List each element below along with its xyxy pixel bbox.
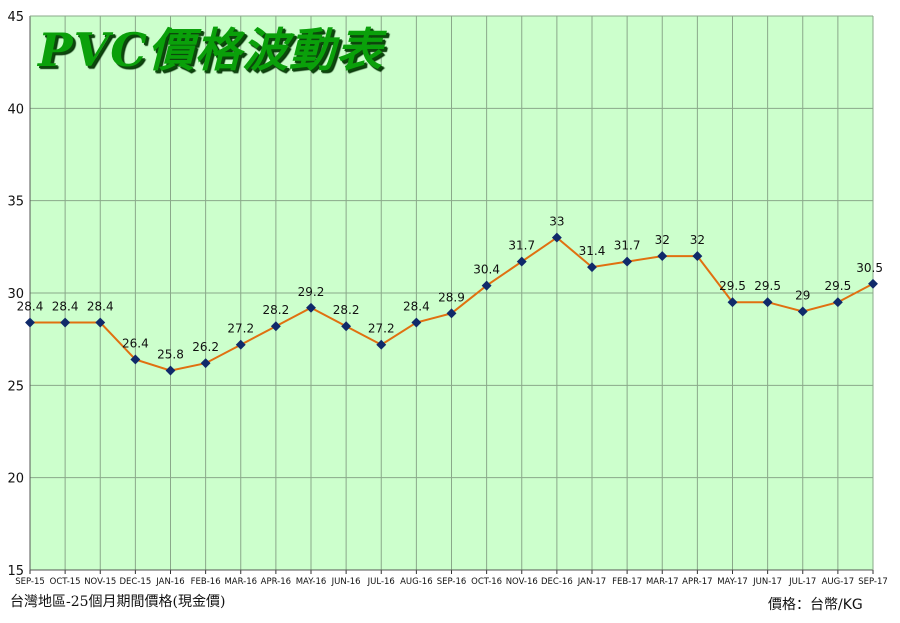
data-label: 26.2 bbox=[192, 340, 219, 354]
data-label: 30.5 bbox=[856, 261, 883, 275]
x-tick-label: JAN-17 bbox=[577, 577, 606, 587]
x-tick-label: DEC-16 bbox=[541, 577, 573, 587]
data-point-marker bbox=[200, 358, 211, 369]
data-label: 25.8 bbox=[157, 348, 184, 362]
data-point-marker bbox=[622, 256, 633, 267]
y-tick-label: 30 bbox=[7, 287, 24, 302]
data-label: 27.2 bbox=[368, 322, 395, 336]
data-point-marker bbox=[727, 297, 738, 308]
x-tick-label: JUN-16 bbox=[331, 577, 361, 587]
data-label: 28.4 bbox=[87, 300, 114, 314]
data-labels: 28.4 28.4 28.4 26.4 25.8 26.2 27.2 28.2 29.2 28.2… bbox=[17, 215, 883, 362]
data-point-marker bbox=[797, 306, 808, 317]
data-label: 28.2 bbox=[333, 303, 360, 317]
x-tick-label: NOV-16 bbox=[506, 577, 538, 587]
data-point-marker bbox=[376, 339, 387, 350]
x-tick-label: FEB-17 bbox=[612, 577, 642, 587]
data-label: 28.2 bbox=[263, 303, 290, 317]
axes bbox=[29, 15, 874, 574]
x-tick-label: AUG-16 bbox=[400, 577, 433, 587]
y-tick-labels: 15 20 25 30 35 40 45 bbox=[7, 10, 24, 579]
data-label: 29 bbox=[795, 288, 810, 302]
data-point-marker bbox=[481, 280, 492, 291]
y-tick-label: 15 bbox=[7, 564, 24, 579]
gridlines bbox=[29, 15, 874, 571]
x-tick-label: APR-16 bbox=[261, 577, 291, 587]
data-point-marker bbox=[762, 297, 773, 308]
x-tick-label: NOV-15 bbox=[84, 577, 116, 587]
data-label: 28.9 bbox=[438, 290, 465, 304]
y-tick-label: 35 bbox=[7, 195, 24, 210]
y-tick-label: 45 bbox=[7, 10, 24, 25]
data-point-marker bbox=[832, 297, 843, 308]
x-tick-label: DEC-15 bbox=[120, 577, 152, 587]
data-label: 32 bbox=[655, 233, 670, 247]
footnote-unit: 價格：台幣/KG bbox=[768, 597, 863, 613]
x-tick-label: SEP-15 bbox=[15, 577, 45, 587]
x-tick-label: MAR-17 bbox=[646, 577, 679, 587]
footnote-region: 台灣地區-25個月期間價格(現金價) bbox=[10, 594, 226, 610]
x-tick-label: APR-17 bbox=[682, 577, 712, 587]
data-label: 29.5 bbox=[719, 279, 746, 293]
x-tick-label: JUL-16 bbox=[367, 577, 395, 587]
x-tick-labels: SEP-15 OCT-15 NOV-15 DEC-15 JAN-16 FEB-16 MAR-… bbox=[15, 577, 888, 587]
data-point-marker bbox=[868, 278, 878, 289]
x-tick-label: OCT-16 bbox=[471, 577, 502, 587]
data-label: 29.2 bbox=[298, 285, 325, 299]
x-tick-label: JUL-17 bbox=[788, 577, 816, 587]
x-tick-label: AUG-17 bbox=[822, 577, 855, 587]
data-label: 31.7 bbox=[508, 239, 535, 253]
x-tick-label: SEP-16 bbox=[437, 577, 467, 587]
data-point-marker bbox=[516, 256, 527, 267]
data-label: 29.5 bbox=[754, 279, 781, 293]
x-tick-label: MAY-16 bbox=[296, 577, 327, 587]
data-label: 29.5 bbox=[825, 279, 852, 293]
data-label: 31.7 bbox=[614, 239, 641, 253]
data-label: 28.4 bbox=[17, 300, 44, 314]
data-point-marker bbox=[165, 365, 176, 376]
data-point-marker bbox=[587, 262, 597, 273]
data-label: 31.4 bbox=[579, 244, 606, 258]
x-tick-label: MAY-17 bbox=[717, 577, 748, 587]
data-point-marker bbox=[411, 317, 422, 328]
data-point-marker bbox=[341, 321, 352, 332]
data-label: 27.2 bbox=[227, 322, 254, 336]
data-point-marker bbox=[235, 339, 246, 350]
x-tick-label: OCT-15 bbox=[50, 577, 81, 587]
data-point-marker bbox=[551, 232, 562, 243]
x-tick-label: SEP-17 bbox=[858, 577, 888, 587]
y-tick-label: 40 bbox=[7, 102, 24, 117]
x-tick-label: MAR-16 bbox=[224, 577, 257, 587]
data-label: 32 bbox=[690, 233, 705, 247]
data-markers bbox=[25, 232, 878, 376]
data-label: 30.4 bbox=[473, 263, 500, 277]
chart-title: PVC價格波動表 bbox=[38, 23, 383, 77]
x-tick-label: FEB-16 bbox=[191, 577, 221, 587]
x-tick-label: JUN-17 bbox=[752, 577, 782, 587]
data-label: 28.4 bbox=[52, 300, 79, 314]
data-point-marker bbox=[446, 308, 457, 319]
data-label: 26.4 bbox=[122, 336, 149, 350]
data-label: 28.4 bbox=[403, 300, 430, 314]
data-label: 33 bbox=[549, 215, 564, 229]
y-tick-label: 25 bbox=[7, 379, 24, 394]
data-point-marker bbox=[130, 354, 141, 365]
y-tick-label: 20 bbox=[7, 472, 24, 487]
data-point-marker bbox=[306, 302, 316, 313]
x-tick-label: JAN-16 bbox=[155, 577, 184, 587]
data-point-marker bbox=[270, 321, 281, 332]
